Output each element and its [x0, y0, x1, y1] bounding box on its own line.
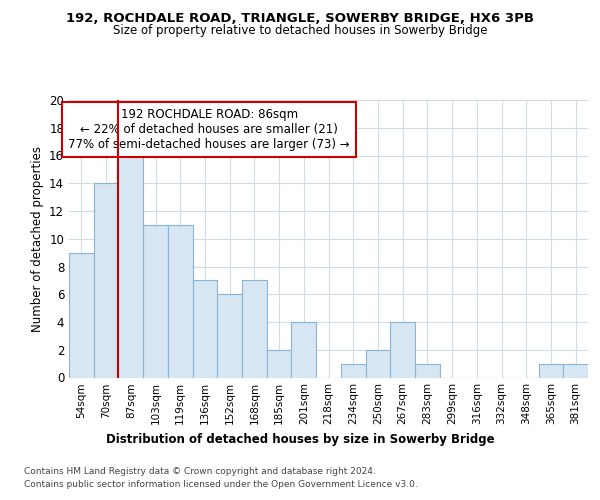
Bar: [242, 280, 267, 378]
Text: Contains public sector information licensed under the Open Government Licence v3: Contains public sector information licen…: [24, 480, 418, 489]
Text: Size of property relative to detached houses in Sowerby Bridge: Size of property relative to detached ho…: [113, 24, 487, 37]
Bar: [292, 322, 316, 378]
Bar: [168, 225, 193, 378]
Bar: [365, 350, 390, 378]
Bar: [563, 364, 588, 378]
Bar: [415, 364, 440, 378]
Bar: [267, 350, 292, 378]
Bar: [217, 294, 242, 378]
Bar: [69, 252, 94, 378]
Bar: [390, 322, 415, 378]
Bar: [118, 156, 143, 378]
Bar: [341, 364, 365, 378]
Bar: [143, 225, 168, 378]
Text: 192, ROCHDALE ROAD, TRIANGLE, SOWERBY BRIDGE, HX6 3PB: 192, ROCHDALE ROAD, TRIANGLE, SOWERBY BR…: [66, 12, 534, 26]
Bar: [539, 364, 563, 378]
Text: 192 ROCHDALE ROAD: 86sqm
← 22% of detached houses are smaller (21)
77% of semi-d: 192 ROCHDALE ROAD: 86sqm ← 22% of detach…: [68, 108, 350, 152]
Text: Contains HM Land Registry data © Crown copyright and database right 2024.: Contains HM Land Registry data © Crown c…: [24, 468, 376, 476]
Text: Distribution of detached houses by size in Sowerby Bridge: Distribution of detached houses by size …: [106, 432, 494, 446]
Y-axis label: Number of detached properties: Number of detached properties: [31, 146, 44, 332]
Bar: [94, 183, 118, 378]
Bar: [193, 280, 217, 378]
